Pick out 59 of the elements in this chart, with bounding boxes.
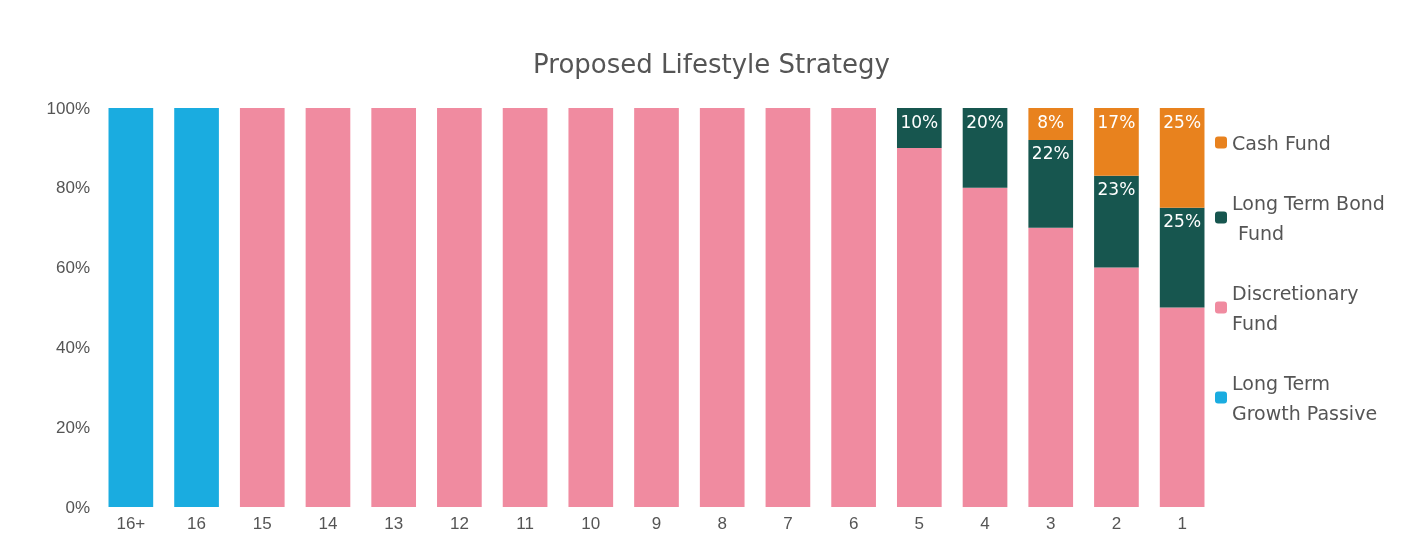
bar — [502, 108, 548, 507]
y-tick-label: 0% — [65, 497, 90, 517]
x-tick-label: 13 — [384, 514, 404, 533]
data-label: 25% — [1163, 211, 1202, 232]
y-tick-label: 60% — [55, 258, 90, 278]
bar — [699, 108, 745, 507]
x-tick-label: 2 — [1111, 514, 1122, 533]
x-tick-label: 3 — [1046, 514, 1056, 533]
x-tick-label: 11 — [516, 514, 534, 533]
bar — [108, 108, 154, 507]
chart-title: Proposed Lifestyle Strategy — [533, 49, 890, 79]
bar — [437, 108, 482, 507]
x-tick-label: 4 — [980, 514, 990, 533]
bar — [831, 108, 876, 507]
bar — [239, 108, 285, 507]
x-tick-label: 10 — [581, 514, 601, 533]
bar — [765, 108, 811, 507]
legend-label: Long Term Growth Passive — [1232, 371, 1378, 424]
bar — [568, 108, 614, 507]
x-tick-label: 16+ — [116, 514, 146, 533]
data-label: 17% — [1097, 111, 1136, 132]
bar — [1094, 175, 1139, 268]
bar — [962, 108, 1008, 188]
x-tick-label: 15 — [252, 514, 272, 533]
x-tick-label: 6 — [848, 514, 859, 533]
bar — [1094, 108, 1139, 176]
y-tick-label: 100% — [46, 98, 90, 118]
legend-label: Cash Fund — [1232, 131, 1331, 154]
bar — [305, 108, 351, 507]
legend-label: Long Term Bond Fund — [1232, 191, 1385, 244]
bar — [1028, 139, 1074, 228]
data-label: 22% — [1031, 143, 1070, 164]
x-tick-label: 7 — [783, 514, 793, 533]
bar — [371, 108, 417, 507]
y-tick-label: 40% — [55, 337, 90, 357]
data-label: 23% — [1097, 179, 1136, 200]
bar — [174, 108, 219, 507]
data-label: 8% — [1037, 111, 1065, 132]
bar — [1094, 267, 1139, 507]
x-tick-label: 9 — [651, 514, 662, 533]
bar — [1159, 307, 1205, 507]
bar — [634, 108, 679, 507]
x-tick-label: 8 — [717, 514, 727, 533]
bar — [1028, 227, 1074, 507]
x-tick-label: 12 — [449, 514, 469, 533]
data-label: 10% — [900, 111, 939, 132]
legend-label: Discretionary Fund — [1232, 281, 1365, 334]
bar — [1159, 108, 1205, 208]
bar — [1159, 207, 1205, 308]
x-tick-label: 1 — [1177, 514, 1187, 533]
x-tick-label: 14 — [318, 514, 338, 533]
x-tick-label: 16 — [187, 514, 207, 533]
y-tick-label: 20% — [55, 417, 90, 437]
data-label: 20% — [966, 111, 1004, 132]
bar — [962, 187, 1008, 507]
y-tick-label: 80% — [55, 178, 90, 198]
x-tick-label: 5 — [914, 514, 925, 533]
bar — [896, 147, 942, 507]
data-label: 25% — [1163, 111, 1202, 132]
